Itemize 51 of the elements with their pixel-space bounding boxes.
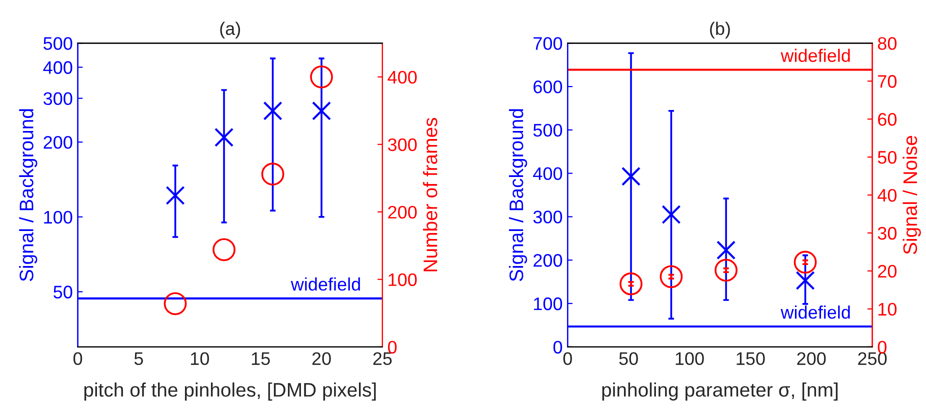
y2-tick-label: 0 (878, 340, 886, 354)
y-tick-label: 400 (43, 61, 72, 74)
y2-tick-label: 70 (878, 75, 897, 88)
x-tick-label: 25 (373, 352, 392, 366)
y-tick-label: 100 (44, 210, 72, 224)
y-tick-label: 500 (533, 124, 562, 137)
x-tick-label: 100 (676, 352, 704, 366)
y2-tick-label: 0 (388, 340, 397, 354)
y2-tick-label: 50 (878, 150, 897, 164)
y-axis-title: Signal / Background (508, 109, 528, 282)
x-tick-label: 0 (563, 352, 572, 366)
y2-tick-label: 80 (878, 37, 897, 50)
y2-tick-label: 40 (878, 188, 897, 202)
y2-tick-label: 300 (388, 138, 417, 152)
y-tick-label: 100 (534, 297, 562, 310)
y2-tick-label: 20 (878, 264, 897, 278)
ref-line-label: widefield (780, 305, 850, 319)
x-tick-label: 150 (736, 352, 765, 366)
y-tick-label: 300 (43, 92, 72, 106)
y-tick-label: 700 (534, 37, 562, 50)
chart-title: (a) (220, 22, 240, 39)
y2-axis-title: Number of frames (422, 118, 438, 272)
x-tick-label: 5 (134, 352, 143, 366)
y2-tick-label: 30 (878, 226, 897, 240)
y2-tick-label: 10 (878, 302, 897, 316)
y-tick-label: 50 (54, 286, 72, 298)
y2-tick-label: 100 (388, 273, 417, 286)
x-tick-label: 250 (858, 352, 887, 366)
x-tick-label: 50 (619, 352, 638, 366)
y-tick-label: 500 (44, 37, 72, 50)
y2-tick-label: 200 (388, 206, 417, 219)
y-tick-label: 0 (553, 340, 562, 354)
x-tick-label: 0 (73, 352, 82, 366)
y-tick-label: 200 (534, 254, 562, 267)
x-tick-label: 10 (190, 352, 209, 366)
y-tick-label: 300 (533, 210, 562, 224)
y2-axis-title: Signal / Noise (902, 136, 921, 254)
y-tick-label: 600 (534, 80, 562, 94)
y-axis-title: Signal / Background (19, 109, 38, 282)
x-axis-title: pitch of the pinholes, [DMD pixels] (84, 382, 376, 401)
y2-tick-label: 60 (878, 113, 897, 126)
y2-tick-label: 400 (388, 70, 417, 84)
chart-title: (b) (710, 22, 730, 39)
y-tick-label: 400 (533, 167, 562, 180)
x-tick-label: 20 (312, 352, 331, 366)
ref-line-label: widefield (780, 48, 850, 62)
ref-line-label: widefield (290, 277, 360, 291)
y-tick-label: 200 (44, 136, 72, 149)
x-tick-label: 200 (797, 352, 826, 366)
x-axis-title: pinholing parameter σ, [nm] (602, 382, 838, 401)
x-tick-label: 15 (252, 352, 270, 366)
